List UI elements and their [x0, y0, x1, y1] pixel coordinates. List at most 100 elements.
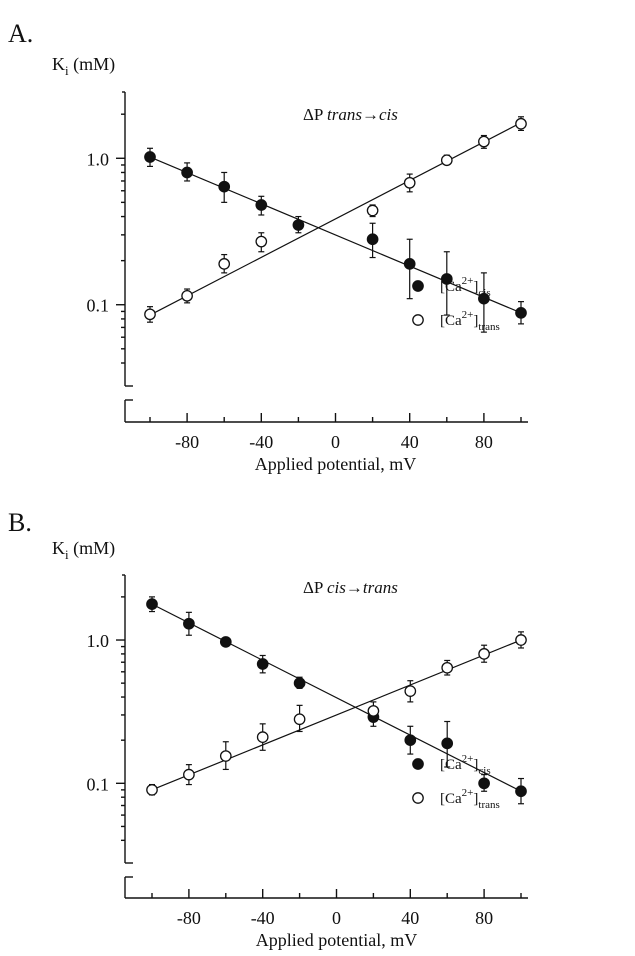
data-point-cis [403, 258, 416, 270]
y-axis-label-main: K [52, 538, 65, 558]
data-point-trans [367, 705, 380, 717]
data-point-cis [181, 166, 193, 179]
data-point-trans [219, 750, 232, 762]
data-point-trans [256, 731, 269, 743]
legend-marker-cis [412, 758, 424, 770]
chart-title-prefix: ΔP [303, 578, 327, 597]
legend-label-trans: [Ca2+]trans [440, 787, 500, 811]
data-point-trans [183, 768, 195, 781]
fit-line-trans [151, 639, 522, 791]
data-point-cis [404, 734, 417, 747]
legend-label-close: ] [473, 313, 478, 329]
data-point-cis [366, 233, 379, 246]
x-tick-label: -80 [177, 908, 201, 928]
chart-title-italic: trans→cis [327, 105, 398, 124]
chart-title: ΔP cis→trans [303, 578, 398, 597]
y-axis-label: Ki (mM) [52, 538, 115, 562]
data-point-cis [255, 199, 268, 211]
data-point-cis [256, 658, 269, 670]
legend-label-cis: [Ca2+]cis [440, 275, 491, 299]
y-tick-label: 0.1 [87, 774, 110, 794]
data-point-cis [478, 777, 490, 790]
chart-panel-a: A. Ki (mM) ΔP trans→cis 1.0 0.1 -80 -40 0 40 80 Ap… [8, 19, 528, 474]
data-point-cis [219, 636, 232, 648]
x-tick-label: 80 [475, 432, 493, 452]
chart-title-prefix: ΔP [303, 105, 327, 124]
data-point-trans [181, 289, 193, 302]
x-tick-label: -40 [249, 432, 273, 452]
legend-label-base: [Ca [440, 279, 462, 295]
data-point-cis [218, 180, 231, 193]
legend-label-subscript: trans [478, 799, 499, 811]
x-axis-label: Applied potential, mV [255, 454, 416, 474]
data-point-trans [440, 154, 453, 167]
data-point-trans [515, 117, 527, 130]
data-point-trans [255, 235, 268, 248]
legend-marker-trans [412, 314, 424, 326]
data-point-cis [183, 617, 195, 630]
data-point-trans [478, 135, 490, 148]
fit-line-trans [149, 122, 522, 316]
fit-line-cis [151, 603, 522, 792]
data-point-trans [366, 204, 379, 217]
legend-label-close: ] [473, 791, 478, 807]
legend-label-close: ] [473, 279, 478, 295]
data-point-trans [144, 308, 156, 321]
data-point-cis [515, 785, 527, 798]
legend-label-superscript: 2+ [462, 787, 474, 799]
data-point-trans [404, 685, 417, 697]
y-axis-label-main: K [52, 54, 65, 74]
legend-marker-trans [412, 792, 424, 804]
data-point-cis [440, 273, 453, 285]
x-tick-label: 40 [401, 432, 419, 452]
y-tick-label: 1.0 [87, 149, 110, 169]
data-point-cis [478, 292, 490, 305]
legend-label-base: [Ca [440, 313, 462, 329]
data-point-trans [218, 258, 231, 270]
chart-title-italic: cis→trans [327, 578, 398, 597]
legend-label-superscript: 2+ [462, 753, 474, 765]
x-tick-label: 80 [475, 908, 493, 928]
y-tick-label: 0.1 [87, 296, 110, 316]
y-axis-label-unit: (mM) [69, 538, 116, 559]
chart-panel-b: B. Ki (mM) ΔP cis→trans 1.0 0.1 -80 -40 0 40 80 Ap… [8, 508, 528, 950]
chart-title: ΔP trans→cis [303, 105, 398, 124]
x-tick-label: -40 [251, 908, 275, 928]
x-tick-label: 0 [332, 908, 341, 928]
data-point-trans [478, 648, 490, 660]
legend-label-superscript: 2+ [462, 309, 474, 321]
y-axis-label-subscript: i [65, 63, 69, 78]
legend-label-cis: [Ca2+]cis [440, 753, 491, 777]
y-axis-label: Ki (mM) [52, 54, 115, 78]
data-point-cis [515, 307, 527, 319]
legend-label-subscript: trans [478, 321, 499, 333]
y-tick-label: 1.0 [87, 631, 110, 651]
y-axis-label-unit: (mM) [69, 54, 116, 75]
legend-label-base: [Ca [440, 791, 462, 807]
x-tick-label: 0 [331, 432, 340, 452]
data-point-trans [403, 176, 416, 189]
data-point-cis [146, 598, 158, 610]
data-point-trans [515, 634, 527, 646]
x-tick-label: -80 [175, 432, 199, 452]
panel-label: A. [8, 19, 33, 48]
legend-label-superscript: 2+ [462, 275, 474, 287]
data-point-trans [441, 661, 454, 674]
data-point-cis [144, 151, 156, 163]
legend-label-base: [Ca [440, 757, 462, 773]
legend-marker-cis [412, 280, 424, 292]
x-axis-label: Applied potential, mV [256, 930, 417, 950]
data-point-trans [293, 713, 306, 726]
legend-label-subscript: cis [478, 287, 490, 299]
data-point-cis [292, 219, 305, 231]
legend-label-subscript: cis [478, 765, 490, 777]
data-point-trans [146, 784, 158, 796]
data-point-cis [293, 677, 306, 690]
data-point-cis [441, 737, 454, 750]
y-axis-label-subscript: i [65, 547, 69, 562]
x-tick-label: 40 [401, 908, 419, 928]
legend-label-close: ] [473, 757, 478, 773]
fit-line-cis [149, 156, 522, 314]
panel-label: B. [8, 508, 32, 537]
